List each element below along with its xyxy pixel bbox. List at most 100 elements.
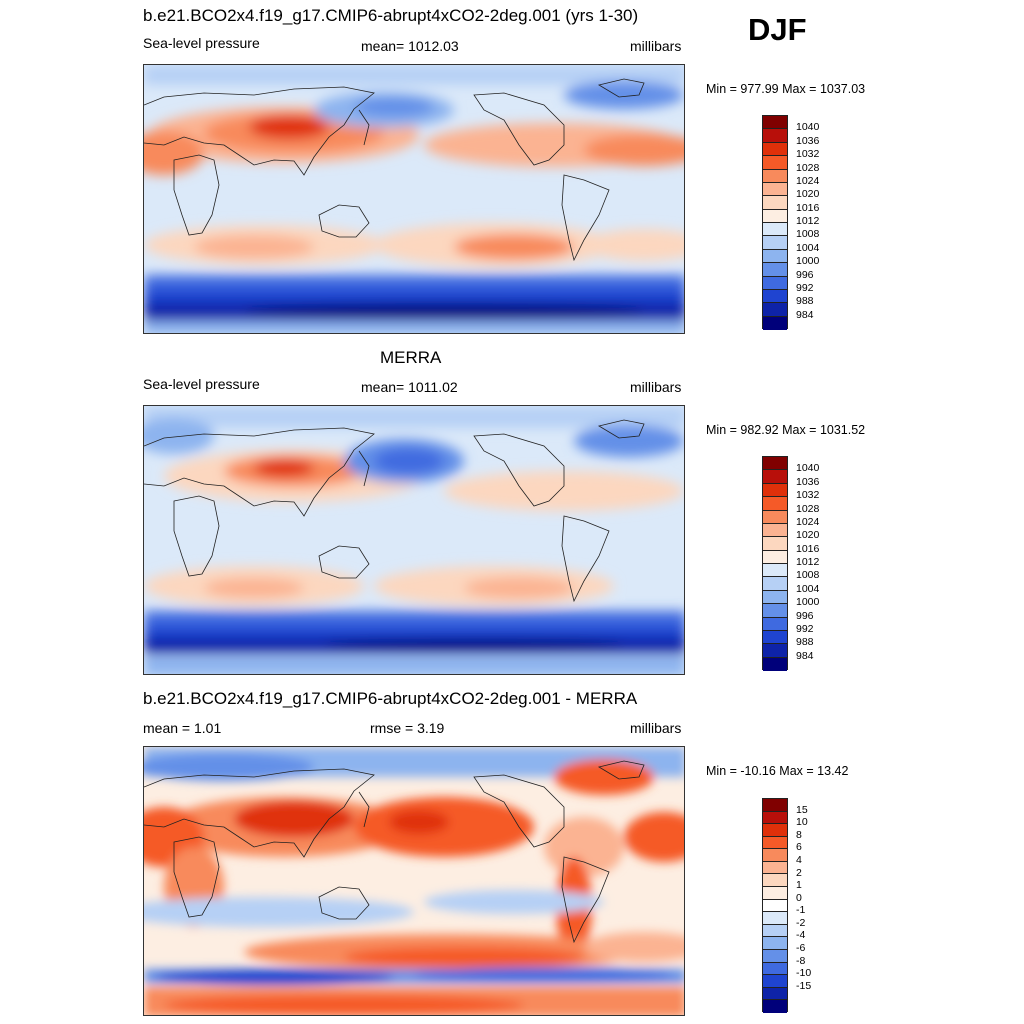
colorbar-tick-label: 996 <box>796 609 814 622</box>
panel3-title: b.e21.BCO2x4.f19_g17.CMIP6-abrupt4xCO2-2… <box>143 689 638 708</box>
panel1-map <box>143 64 685 334</box>
colorbar-tick-label: 1020 <box>796 529 820 542</box>
colorbar-swatch <box>763 236 787 250</box>
panel3-colorbar <box>762 798 788 1013</box>
colorbar-swatch <box>763 811 787 825</box>
colorbar-swatch <box>763 1000 787 1013</box>
colorbar-swatch <box>763 657 787 671</box>
colorbar-tick-label: 1004 <box>796 241 820 254</box>
colorbar-swatch <box>763 987 787 1001</box>
panel2-center-label: mean= 1011.02 <box>361 379 458 395</box>
colorbar-tick-label: 1012 <box>796 556 820 568</box>
colorbar-swatch <box>763 824 787 837</box>
colorbar-swatch <box>763 116 787 130</box>
colorbar-swatch <box>763 223 787 237</box>
colorbar-swatch <box>763 523 787 538</box>
panel2-title: MERRA <box>380 348 442 367</box>
colorbar-swatch <box>763 962 787 976</box>
colorbar-swatch <box>763 537 787 551</box>
colorbar-tick-label: 1028 <box>796 161 820 174</box>
colorbar-tick-label: 992 <box>796 281 814 294</box>
colorbar-tick-label: 15 <box>796 803 808 816</box>
panel2-map <box>143 405 685 675</box>
colorbar-swatch <box>763 924 787 938</box>
colorbar-tick-label: 1036 <box>796 475 820 488</box>
colorbar-swatch <box>763 799 787 812</box>
colorbar-tick-label: 1000 <box>796 255 820 268</box>
colorbar-swatch <box>763 156 787 170</box>
colorbar-tick-label: -6 <box>796 942 806 955</box>
panel2-colorbar <box>762 456 788 671</box>
colorbar-tick-label: -2 <box>796 916 806 929</box>
panel3-map <box>143 746 685 1016</box>
panel3-minmax: Min = -10.16 Max = 13.42 <box>706 764 849 778</box>
colorbar-tick-label: 2 <box>796 866 802 879</box>
colorbar-tick-label: 10 <box>796 816 808 829</box>
colorbar-swatch <box>763 129 787 143</box>
colorbar-swatch <box>763 316 787 330</box>
colorbar-tick-label: 4 <box>796 853 802 866</box>
colorbar-swatch <box>763 899 787 913</box>
colorbar-swatch <box>763 887 787 900</box>
colorbar-swatch <box>763 182 787 197</box>
colorbar-tick-label: 1028 <box>796 502 820 515</box>
colorbar-tick-label: 1016 <box>796 542 820 555</box>
colorbar-swatch <box>763 470 787 484</box>
colorbar-swatch <box>763 937 787 950</box>
panel1-title: b.e21.BCO2x4.f19_g17.CMIP6-abrupt4xCO2-2… <box>143 6 639 25</box>
colorbar-tick-label: 1016 <box>796 201 820 214</box>
colorbar-swatch <box>763 949 787 963</box>
colorbar-tick-label: 996 <box>796 268 814 281</box>
colorbar-tick-label: -10 <box>796 967 812 980</box>
colorbar-swatch <box>763 276 787 290</box>
colorbar-tick-label: 1 <box>796 879 802 892</box>
colorbar-swatch <box>763 169 787 183</box>
colorbar-tick-label: -8 <box>796 954 806 967</box>
panel1-right-label: millibars <box>630 38 682 54</box>
panel1-minmax: Min = 977.99 Max = 1037.03 <box>706 82 866 96</box>
colorbar-swatch <box>763 630 787 645</box>
colorbar-tick-label: -15 <box>796 979 812 992</box>
colorbar-tick-label: -1 <box>796 904 806 917</box>
panel1-center-label: mean= 1012.03 <box>361 38 459 54</box>
colorbar-swatch <box>763 849 787 862</box>
colorbar-tick-label: 6 <box>796 841 802 854</box>
colorbar-swatch <box>763 604 787 618</box>
panel2-left-label: Sea-level pressure <box>143 376 260 392</box>
colorbar-tick-label: 992 <box>796 622 814 635</box>
panel3-right-label: millibars <box>630 720 682 736</box>
panel1-colorbar <box>762 115 788 330</box>
colorbar-tick-label: 1040 <box>796 121 820 134</box>
panel2-right-label: millibars <box>630 379 682 395</box>
colorbar-swatch <box>763 975 787 988</box>
colorbar-tick-label: 988 <box>796 636 814 649</box>
panel3-center-label: rmse = 3.19 <box>370 720 445 736</box>
colorbar-swatch <box>763 289 787 304</box>
season-label: DJF <box>748 12 807 47</box>
panel1-left-label: Sea-level pressure <box>143 35 260 51</box>
colorbar-swatch <box>763 874 787 888</box>
colorbar-swatch <box>763 209 787 223</box>
colorbar-tick-label: 1020 <box>796 188 820 201</box>
colorbar-tick-label: 1032 <box>796 148 820 161</box>
colorbar-tick-label: 8 <box>796 828 802 841</box>
colorbar-tick-label: 1032 <box>796 489 820 502</box>
colorbar-swatch <box>763 577 787 591</box>
colorbar-swatch <box>763 590 787 605</box>
colorbar-tick-label: 1024 <box>796 174 820 187</box>
colorbar-tick-label: 1040 <box>796 462 820 475</box>
colorbar-swatch <box>763 836 787 850</box>
colorbar-tick-label: 984 <box>796 308 814 321</box>
colorbar-tick-label: 1004 <box>796 582 820 595</box>
colorbar-tick-label: 1024 <box>796 515 820 528</box>
colorbar-swatch <box>763 550 787 564</box>
colorbar-swatch <box>763 196 787 210</box>
colorbar-tick-label: -4 <box>796 929 806 942</box>
colorbar-swatch <box>763 510 787 524</box>
colorbar-swatch <box>763 303 787 317</box>
colorbar-swatch <box>763 263 787 277</box>
colorbar-swatch <box>763 617 787 631</box>
colorbar-tick-label: 988 <box>796 295 814 308</box>
colorbar-tick-label: 1000 <box>796 596 820 609</box>
colorbar-swatch <box>763 861 787 875</box>
